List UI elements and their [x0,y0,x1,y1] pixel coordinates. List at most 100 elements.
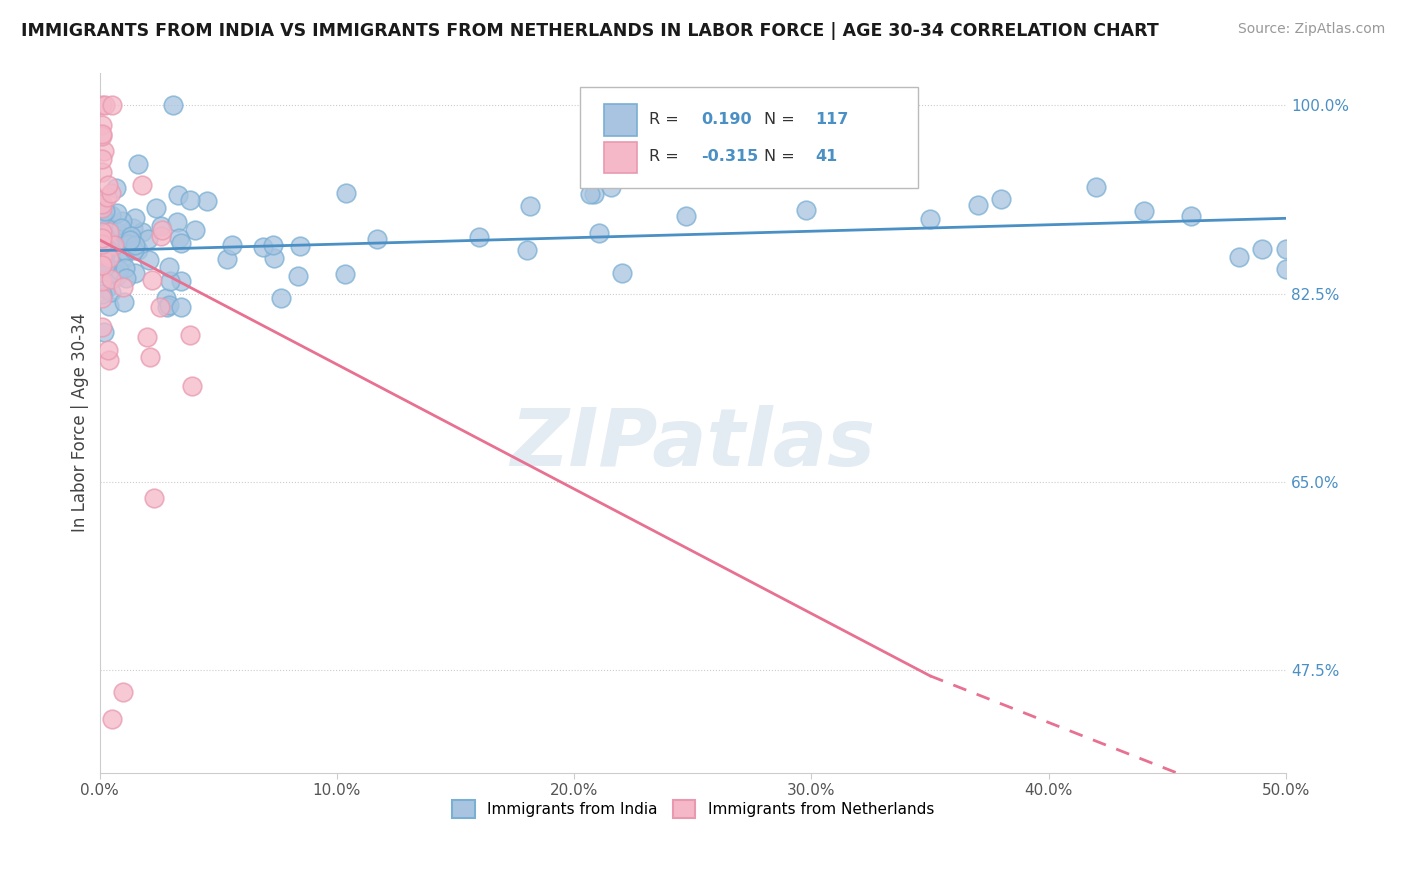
Point [93,218,115,232]
Point [91,251,114,265]
Point [122,243,145,257]
Point [124,211,146,225]
Point [91,252,114,267]
Point [94,241,117,255]
Point [114,235,136,249]
Point [157,260,180,275]
Point [114,260,136,275]
Point [91,225,114,239]
Text: 41: 41 [815,149,837,164]
Point [1251,243,1274,257]
Point [675,209,697,223]
Point [110,221,132,235]
Point [468,230,491,244]
Point [1180,210,1202,224]
Point [179,328,201,343]
Point [117,232,139,246]
Point [990,193,1012,207]
Point [103,238,125,252]
Point [100,712,122,726]
Point [156,300,179,314]
Point [97,343,120,358]
Point [112,294,135,309]
Point [131,225,153,239]
Point [155,291,177,305]
Point [179,194,201,208]
Point [127,244,149,258]
Point [98,236,121,251]
Text: R =: R = [650,112,683,127]
Point [588,226,610,240]
Point [91,291,114,305]
Point [162,98,184,112]
Text: N =: N = [763,112,800,127]
Point [104,181,127,195]
Point [262,238,284,252]
Point [91,201,114,215]
Point [97,353,120,368]
Point [117,236,139,251]
Point [136,232,159,246]
Point [1132,204,1154,219]
Point [170,300,193,314]
Point [93,203,115,218]
Point [118,233,141,247]
Point [143,491,166,506]
Point [139,350,162,364]
Point [91,248,114,262]
Point [112,251,135,265]
Point [170,274,193,288]
Text: R =: R = [650,149,683,164]
Point [159,274,181,288]
Point [145,201,167,215]
Point [91,209,114,223]
Point [97,299,120,313]
Point [270,291,292,305]
Point [138,253,160,268]
Point [91,221,114,235]
Point [1275,242,1298,256]
Point [582,187,605,202]
Point [94,98,117,112]
Point [91,196,114,211]
Point [91,287,114,301]
Text: N =: N = [763,149,800,164]
Point [599,179,621,194]
Point [287,268,309,283]
Point [91,246,114,260]
Point [1275,262,1298,277]
Point [263,251,285,265]
Point [184,223,207,237]
Point [796,203,818,218]
Point [288,239,311,253]
Point [221,238,243,252]
Point [197,194,219,208]
Point [98,225,121,239]
Point [91,197,114,211]
Point [1227,251,1250,265]
Point [150,229,173,244]
Point [91,197,114,211]
Text: Source: ZipAtlas.com: Source: ZipAtlas.com [1237,22,1385,37]
Point [100,285,122,299]
Point [122,221,145,235]
Point [91,98,114,112]
Point [104,229,127,244]
Point [167,231,190,245]
Point [124,238,146,252]
Point [91,320,114,334]
Point [91,206,114,220]
Point [152,222,174,236]
Point [519,199,541,213]
Point [100,186,122,201]
Point [111,213,134,227]
Point [120,229,142,244]
Point [91,152,114,166]
Text: 117: 117 [815,112,848,127]
Point [97,251,120,265]
Point [115,271,138,285]
Y-axis label: In Labor Force | Age 30-34: In Labor Force | Age 30-34 [72,313,89,533]
Point [91,231,114,245]
Point [91,201,114,215]
Bar [603,142,637,173]
